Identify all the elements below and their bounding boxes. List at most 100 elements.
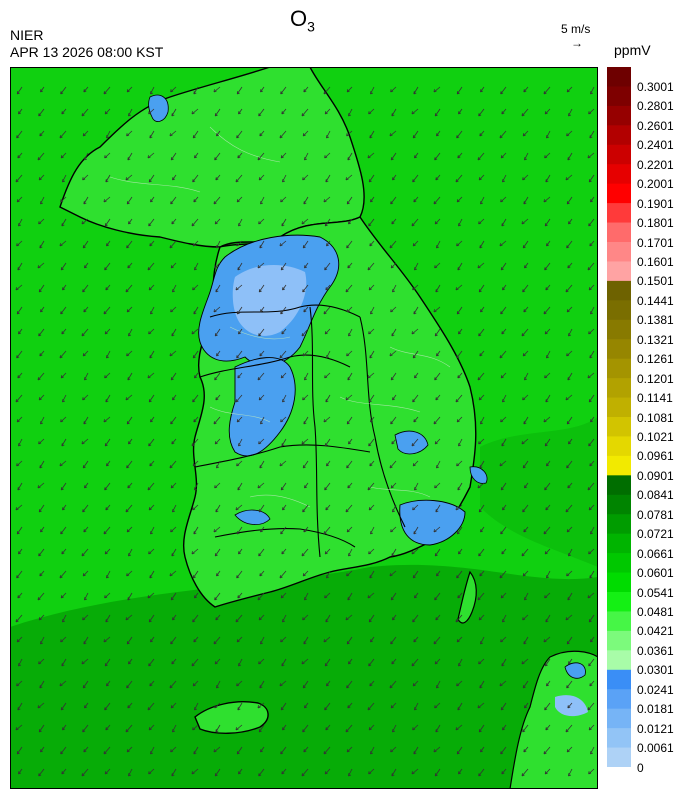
wind-vector-arrow — [83, 86, 89, 93]
wind-vector-arrow — [194, 372, 199, 379]
wind-vector-arrow — [521, 218, 529, 225]
wind-vector-arrow — [171, 548, 177, 557]
wind-vector-arrow — [82, 350, 89, 357]
wind-vector-arrow — [60, 702, 67, 711]
wind-vector-arrow — [149, 460, 155, 467]
wind-vector-arrow — [522, 460, 529, 469]
wind-vector-arrow — [148, 438, 155, 447]
wind-vector-arrow — [214, 438, 221, 445]
wind-vector-arrow — [544, 328, 551, 335]
wind-vector-arrow — [523, 636, 529, 645]
wind-vector-arrow — [345, 724, 353, 733]
wind-vector-arrow — [524, 702, 529, 709]
wind-vector-arrow — [302, 570, 309, 577]
wind-vector-arrow — [348, 768, 353, 777]
wind-vector-arrow — [434, 592, 441, 601]
wind-vector-arrow — [390, 482, 397, 489]
legend-label: 0.1141 — [637, 391, 673, 406]
wind-vector-arrow — [433, 526, 441, 533]
wind-vector-arrow — [301, 328, 309, 337]
wind-vector-arrow — [434, 108, 441, 117]
wind-vector-arrow — [412, 174, 419, 183]
wind-vector-arrow — [257, 482, 265, 489]
wind-vector-arrow — [433, 196, 441, 205]
wind-vector-arrow — [456, 570, 463, 579]
wind-vector-arrow — [368, 394, 375, 403]
wind-vector-arrow — [62, 394, 67, 403]
wind-vector-arrow — [216, 350, 221, 357]
wind-vector-arrow — [478, 614, 485, 621]
wind-vector-arrow — [502, 614, 507, 623]
wind-vector-arrow — [478, 218, 485, 225]
wind-vector-arrow — [128, 108, 133, 117]
wind-vectors — [15, 86, 595, 777]
wind-vector-arrow — [523, 86, 529, 93]
wind-vector-arrow — [412, 130, 419, 139]
wind-vector-arrow — [106, 680, 111, 687]
legend-label: 0.1501 — [637, 274, 674, 289]
wind-vector-arrow — [567, 592, 573, 601]
wind-vector-arrow — [323, 86, 331, 95]
wind-vector-arrow — [259, 570, 265, 577]
wind-vector-arrow — [390, 416, 397, 425]
wind-vector-arrow — [170, 636, 177, 645]
wind-vector-arrow — [279, 460, 287, 467]
legend-swatch — [607, 358, 631, 379]
wind-vector-arrow — [104, 548, 111, 555]
wind-vector-arrow — [16, 196, 23, 203]
wind-vector-arrow — [544, 218, 551, 227]
wind-vector-arrow — [83, 746, 89, 753]
wind-vector-arrow — [257, 262, 265, 269]
wind-vector-arrow — [501, 218, 507, 227]
wind-vector-arrow — [565, 394, 573, 401]
wind-vector-arrow — [194, 592, 199, 599]
wind-vector-arrow — [149, 680, 155, 687]
legend-label: 0.0181 — [637, 702, 674, 717]
wind-vector-arrow — [589, 680, 595, 687]
wind-vector-arrow — [436, 130, 441, 137]
wind-vector-arrow — [82, 130, 89, 137]
wind-vector-arrow — [148, 328, 155, 335]
wind-vector-arrow — [500, 372, 507, 379]
wind-vector-arrow — [81, 328, 89, 337]
wind-vector-arrow — [478, 548, 485, 557]
wind-vector-arrow — [391, 438, 397, 445]
legend-label: 0.0661 — [637, 546, 674, 561]
wind-vector-arrow — [304, 702, 309, 709]
wind-vector-arrow — [325, 174, 331, 183]
wind-vector-arrow — [82, 504, 89, 513]
wind-vector-arrow — [59, 460, 67, 467]
wind-vector-arrow — [172, 284, 177, 293]
wind-vector-arrow — [370, 526, 375, 535]
wind-vector-arrow — [326, 460, 331, 467]
wind-vector-arrow — [544, 548, 551, 555]
wind-vector-arrow — [499, 680, 507, 687]
wind-vector-arrow — [15, 284, 23, 291]
wind-vector-arrow — [500, 86, 507, 95]
wind-vector-arrow — [521, 658, 529, 665]
legend-label: 0.0361 — [637, 643, 674, 658]
wind-vector-arrow — [216, 680, 221, 689]
wind-vector-arrow — [370, 306, 375, 315]
wind-vector-arrow — [413, 526, 419, 535]
wind-vector-arrow — [368, 548, 375, 555]
legend-label: 0.1201 — [637, 371, 674, 386]
wind-vector-arrow — [565, 724, 573, 733]
wind-vector-arrow — [59, 350, 67, 359]
wind-vector-arrow — [16, 350, 23, 359]
wind-vector-arrow — [543, 306, 551, 315]
wind-vector-arrow — [83, 636, 89, 645]
wind-vector-arrow — [456, 460, 463, 467]
legend-label: 0.1261 — [637, 352, 674, 367]
wind-vector-arrow — [346, 746, 353, 753]
wind-vector-arrow — [170, 86, 177, 93]
wind-vector-arrow — [216, 130, 221, 137]
legend-swatch — [607, 397, 631, 418]
wind-vector-arrow — [522, 724, 529, 733]
wind-vector-arrow — [587, 262, 595, 271]
wind-vector-arrow — [480, 746, 485, 753]
wind-vector-arrow — [324, 372, 331, 379]
wind-vector-arrow — [521, 328, 529, 337]
wind-vector-arrow — [369, 460, 375, 467]
wind-vector-arrow — [60, 372, 67, 379]
